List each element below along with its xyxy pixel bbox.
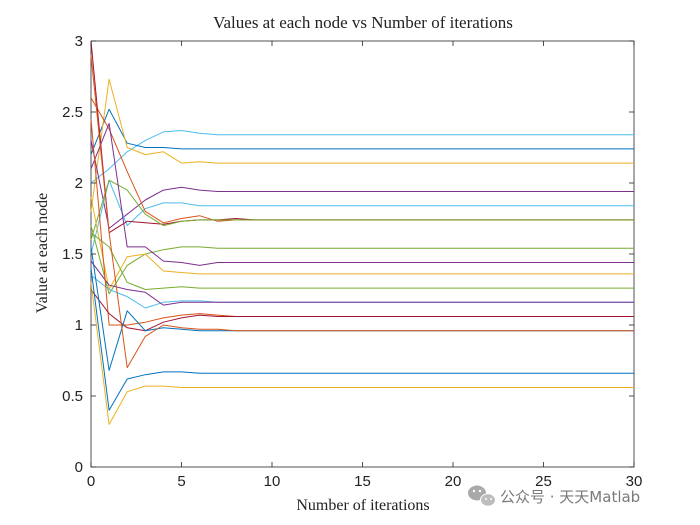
x-tick-label: 5 <box>177 473 185 490</box>
watermark-text: 公众号 · 天天Matlab <box>500 488 640 506</box>
y-tick-label: 1.5 <box>62 246 83 263</box>
x-tick-label: 0 <box>87 473 95 490</box>
y-tick-label: 0.5 <box>62 388 83 405</box>
x-tick-label: 10 <box>264 473 281 490</box>
y-axis-title: Value at each node <box>34 193 51 313</box>
x-axis-title: Number of iterations <box>296 497 429 514</box>
series-line-10 <box>90 122 634 266</box>
y-tick-label: 1 <box>75 317 83 334</box>
series-line-8 <box>90 179 634 240</box>
chart-title: Values at each node vs Number of iterati… <box>213 13 513 32</box>
plot-area: 0 5 10 15 20 25 30 0 0.5 1 1.5 2 2.5 3 <box>62 33 642 490</box>
series-line-4 <box>90 140 634 229</box>
y-tick-label: 0 <box>75 459 83 476</box>
watermark: 公众号 · 天天Matlab <box>468 485 640 507</box>
series-line-14 <box>90 260 634 306</box>
series-line-3 <box>90 78 634 212</box>
series-line-1 <box>90 130 634 184</box>
y-ticks: 0 0.5 1 1.5 2 2.5 3 <box>62 33 634 476</box>
series-line-12 <box>90 232 634 290</box>
x-ticks: 0 5 10 15 20 25 30 <box>87 41 643 490</box>
series-line-20 <box>90 282 634 425</box>
series-line-18 <box>90 55 634 369</box>
axes-box <box>90 40 635 468</box>
series-line-16 <box>90 289 634 332</box>
series-line-19 <box>90 268 634 411</box>
x-tick-label: 25 <box>535 473 552 490</box>
series-line-11 <box>90 197 634 290</box>
y-tick-label: 2.5 <box>62 104 83 121</box>
x-tick-label: 30 <box>626 473 643 490</box>
y-tick-label: 2 <box>75 175 83 192</box>
y-tick-label: 3 <box>75 33 83 50</box>
wechat-icon <box>468 485 496 507</box>
series-group <box>90 40 634 425</box>
x-tick-label: 20 <box>445 473 462 490</box>
series-line-2 <box>90 108 634 155</box>
series-line-9 <box>90 225 634 295</box>
series-line-5 <box>90 179 634 255</box>
x-tick-label: 15 <box>354 473 371 490</box>
